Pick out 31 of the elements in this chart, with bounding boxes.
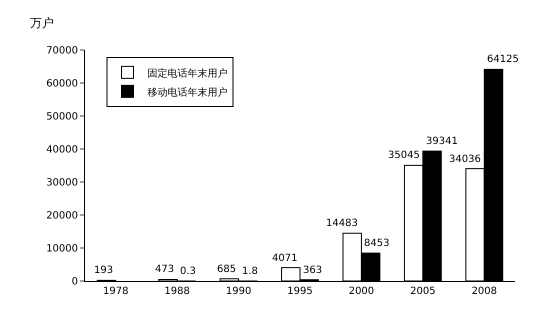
data-label: 363 [303, 265, 322, 276]
x-tick-label: 1978 [102, 286, 128, 297]
x-tick-label: 1995 [287, 286, 313, 297]
x-tick-label: 2005 [410, 286, 436, 297]
data-label: 14483 [326, 218, 358, 229]
x-tick-label: 2000 [348, 286, 374, 297]
y-tick-label: 20000 [46, 210, 78, 222]
data-label: 39341 [426, 136, 458, 147]
x-tick-label: 1988 [164, 286, 190, 297]
data-label: 685 [217, 264, 236, 275]
data-label: 4071 [272, 253, 298, 264]
y-tick-label: 40000 [46, 144, 78, 156]
data-label: 8453 [364, 238, 390, 249]
data-label: 0.3 [180, 266, 196, 277]
legend-label: 移动电话年末用户 [148, 86, 228, 98]
y-tick-label: 10000 [46, 244, 78, 254]
data-label: 193 [94, 265, 114, 276]
y-tick-label: 50000 [46, 112, 78, 122]
data-label: 34036 [449, 154, 481, 165]
y-tick-label: 30000 [46, 178, 78, 188]
y-tick-label: 60000 [46, 78, 78, 90]
x-tick-label: 1990 [226, 286, 252, 297]
y-axis-title: 万户 [30, 16, 54, 30]
y-tick-label: 70000 [46, 46, 78, 56]
y-tick-label: 0 [72, 276, 78, 288]
data-label: 35045 [388, 150, 420, 161]
legend-label: 固定电话年末用户 [148, 67, 228, 80]
x-tick-label: 2008 [472, 286, 498, 297]
data-label: 473 [155, 264, 174, 275]
data-label: 1.8 [242, 266, 258, 277]
data-label: 64125 [487, 54, 519, 65]
